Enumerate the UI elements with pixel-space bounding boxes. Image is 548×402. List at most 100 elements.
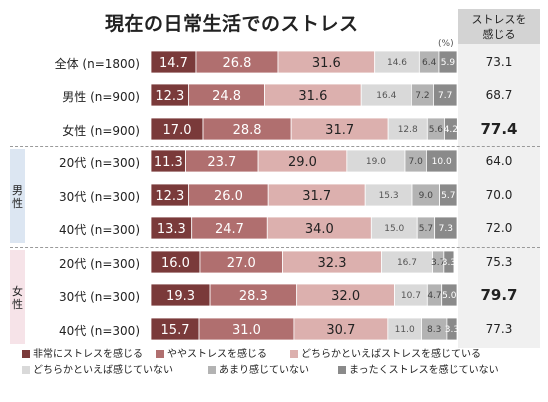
data-label: 24.8 — [212, 89, 241, 104]
legend-item: どちらかといえばストレスを感じている — [290, 345, 481, 360]
legend-label: あまり感じていない — [219, 365, 309, 376]
data-label: 28.8 — [233, 123, 262, 138]
female-group-label: 女性 — [10, 285, 25, 311]
data-label: 5.6 — [429, 125, 444, 135]
data-label: 12.3 — [155, 189, 184, 204]
unit-label: (%) — [438, 39, 454, 49]
legend-item: あまり感じていない — [208, 361, 309, 376]
data-label: 23.7 — [207, 155, 236, 170]
data-label: 30.7 — [326, 323, 355, 338]
separator-line — [10, 146, 540, 147]
data-label: 10.0 — [432, 157, 452, 167]
legend-swatch — [290, 350, 298, 358]
legend-label: ややストレスを感じる — [167, 349, 267, 360]
data-label: 16.7 — [397, 258, 417, 268]
bar-segment — [425, 149, 458, 173]
category-label: 30代 (n=300) — [58, 190, 140, 204]
bar-segment — [443, 250, 455, 274]
category-label: 全体 (n=1800) — [54, 57, 140, 71]
bar-segment — [434, 216, 458, 240]
data-label: 26.8 — [223, 56, 252, 71]
stress-total-value: 64.0 — [485, 154, 513, 168]
data-label: 10.7 — [401, 291, 421, 301]
data-label: 31.7 — [325, 123, 354, 138]
legend-item: 非常にストレスを感じる — [22, 345, 143, 360]
stress-total-column — [458, 44, 540, 348]
data-label: 5.7 — [441, 191, 455, 201]
data-label: 31.0 — [232, 323, 261, 338]
bar-segment — [433, 83, 458, 107]
data-label: 31.7 — [302, 189, 331, 204]
male-group-band — [10, 149, 25, 243]
data-label: 34.0 — [305, 222, 334, 237]
data-label: 12.3 — [155, 89, 184, 104]
data-label: 14.7 — [159, 56, 188, 71]
data-label: 3.7 — [431, 258, 445, 268]
data-label: 14.6 — [387, 58, 407, 68]
data-label: 3.3 — [445, 325, 459, 335]
group-label-char: 性 — [12, 197, 23, 210]
data-label: 31.6 — [298, 89, 327, 104]
legend-label: どちらかといえば感じていない — [33, 365, 173, 376]
data-label: 15.7 — [161, 323, 190, 338]
data-label: 9.0 — [419, 191, 434, 201]
data-label: 19.3 — [166, 289, 195, 304]
stress-total-value: 68.7 — [485, 88, 513, 102]
bar-segment — [441, 283, 458, 307]
data-label: 17.0 — [163, 123, 192, 138]
legend-swatch — [22, 366, 30, 374]
data-label: 16.0 — [161, 256, 190, 271]
male-group-label: 男性 — [10, 184, 25, 210]
bar-segment — [438, 50, 458, 74]
category-label: 20代 (n=300) — [58, 156, 140, 170]
data-label: 4.2 — [444, 125, 458, 135]
data-label: 32.3 — [318, 256, 347, 271]
data-label: 7.0 — [409, 157, 424, 167]
stress-total-value: 72.0 — [485, 221, 513, 235]
data-label: 27.0 — [227, 256, 256, 271]
group-label-char: 女 — [12, 285, 23, 298]
legend-item: どちらかといえば感じていない — [22, 361, 173, 376]
data-label: 7.3 — [439, 224, 453, 234]
data-label: 13.3 — [157, 222, 186, 237]
female-group-band — [10, 250, 25, 344]
legend-swatch — [156, 350, 164, 358]
data-label: 16.4 — [376, 91, 396, 101]
data-label: 8.3 — [427, 325, 441, 335]
bar-segment — [446, 317, 458, 341]
bar-segment — [439, 183, 458, 207]
group-label-char: 性 — [12, 298, 23, 311]
data-label: 5.9 — [441, 58, 456, 68]
data-label: 19.0 — [366, 157, 386, 167]
data-label: 15.3 — [379, 191, 399, 201]
legend-label: どちらかといえばストレスを感じている — [301, 349, 481, 360]
data-label: 7.7 — [438, 91, 452, 101]
stress-total-value: 79.7 — [480, 286, 518, 304]
legend-label: まったくストレスを感じていない — [349, 365, 499, 376]
category-label: 40代 (n=300) — [58, 324, 140, 338]
legend-swatch — [208, 366, 216, 374]
stress-total-header: ストレスを 感じる — [458, 9, 540, 44]
separator-line — [10, 247, 540, 248]
data-label: 5.7 — [419, 224, 433, 234]
data-label: 7.2 — [415, 91, 429, 101]
legend-swatch — [22, 350, 30, 358]
legend-swatch — [338, 366, 346, 374]
stress-total-value: 73.1 — [485, 55, 513, 69]
data-label: 29.0 — [288, 155, 317, 170]
data-label: 11.0 — [395, 325, 415, 335]
data-label: 6.4 — [422, 58, 437, 68]
data-label: 24.7 — [215, 222, 244, 237]
data-label: 31.6 — [312, 56, 341, 71]
category-label: 40代 (n=300) — [58, 223, 140, 237]
stress-total-value: 70.0 — [485, 188, 513, 202]
data-label: 3.3 — [442, 258, 456, 268]
category-label: 女性 (n=900) — [62, 124, 140, 138]
data-label: 26.0 — [214, 189, 243, 204]
stress-total-value: 75.3 — [485, 255, 513, 269]
category-label: 20代 (n=300) — [58, 257, 140, 271]
data-label: 11.3 — [154, 155, 183, 170]
legend-label: 非常にストレスを感じる — [33, 349, 143, 360]
stress-header-line1: ストレスを — [471, 13, 527, 26]
